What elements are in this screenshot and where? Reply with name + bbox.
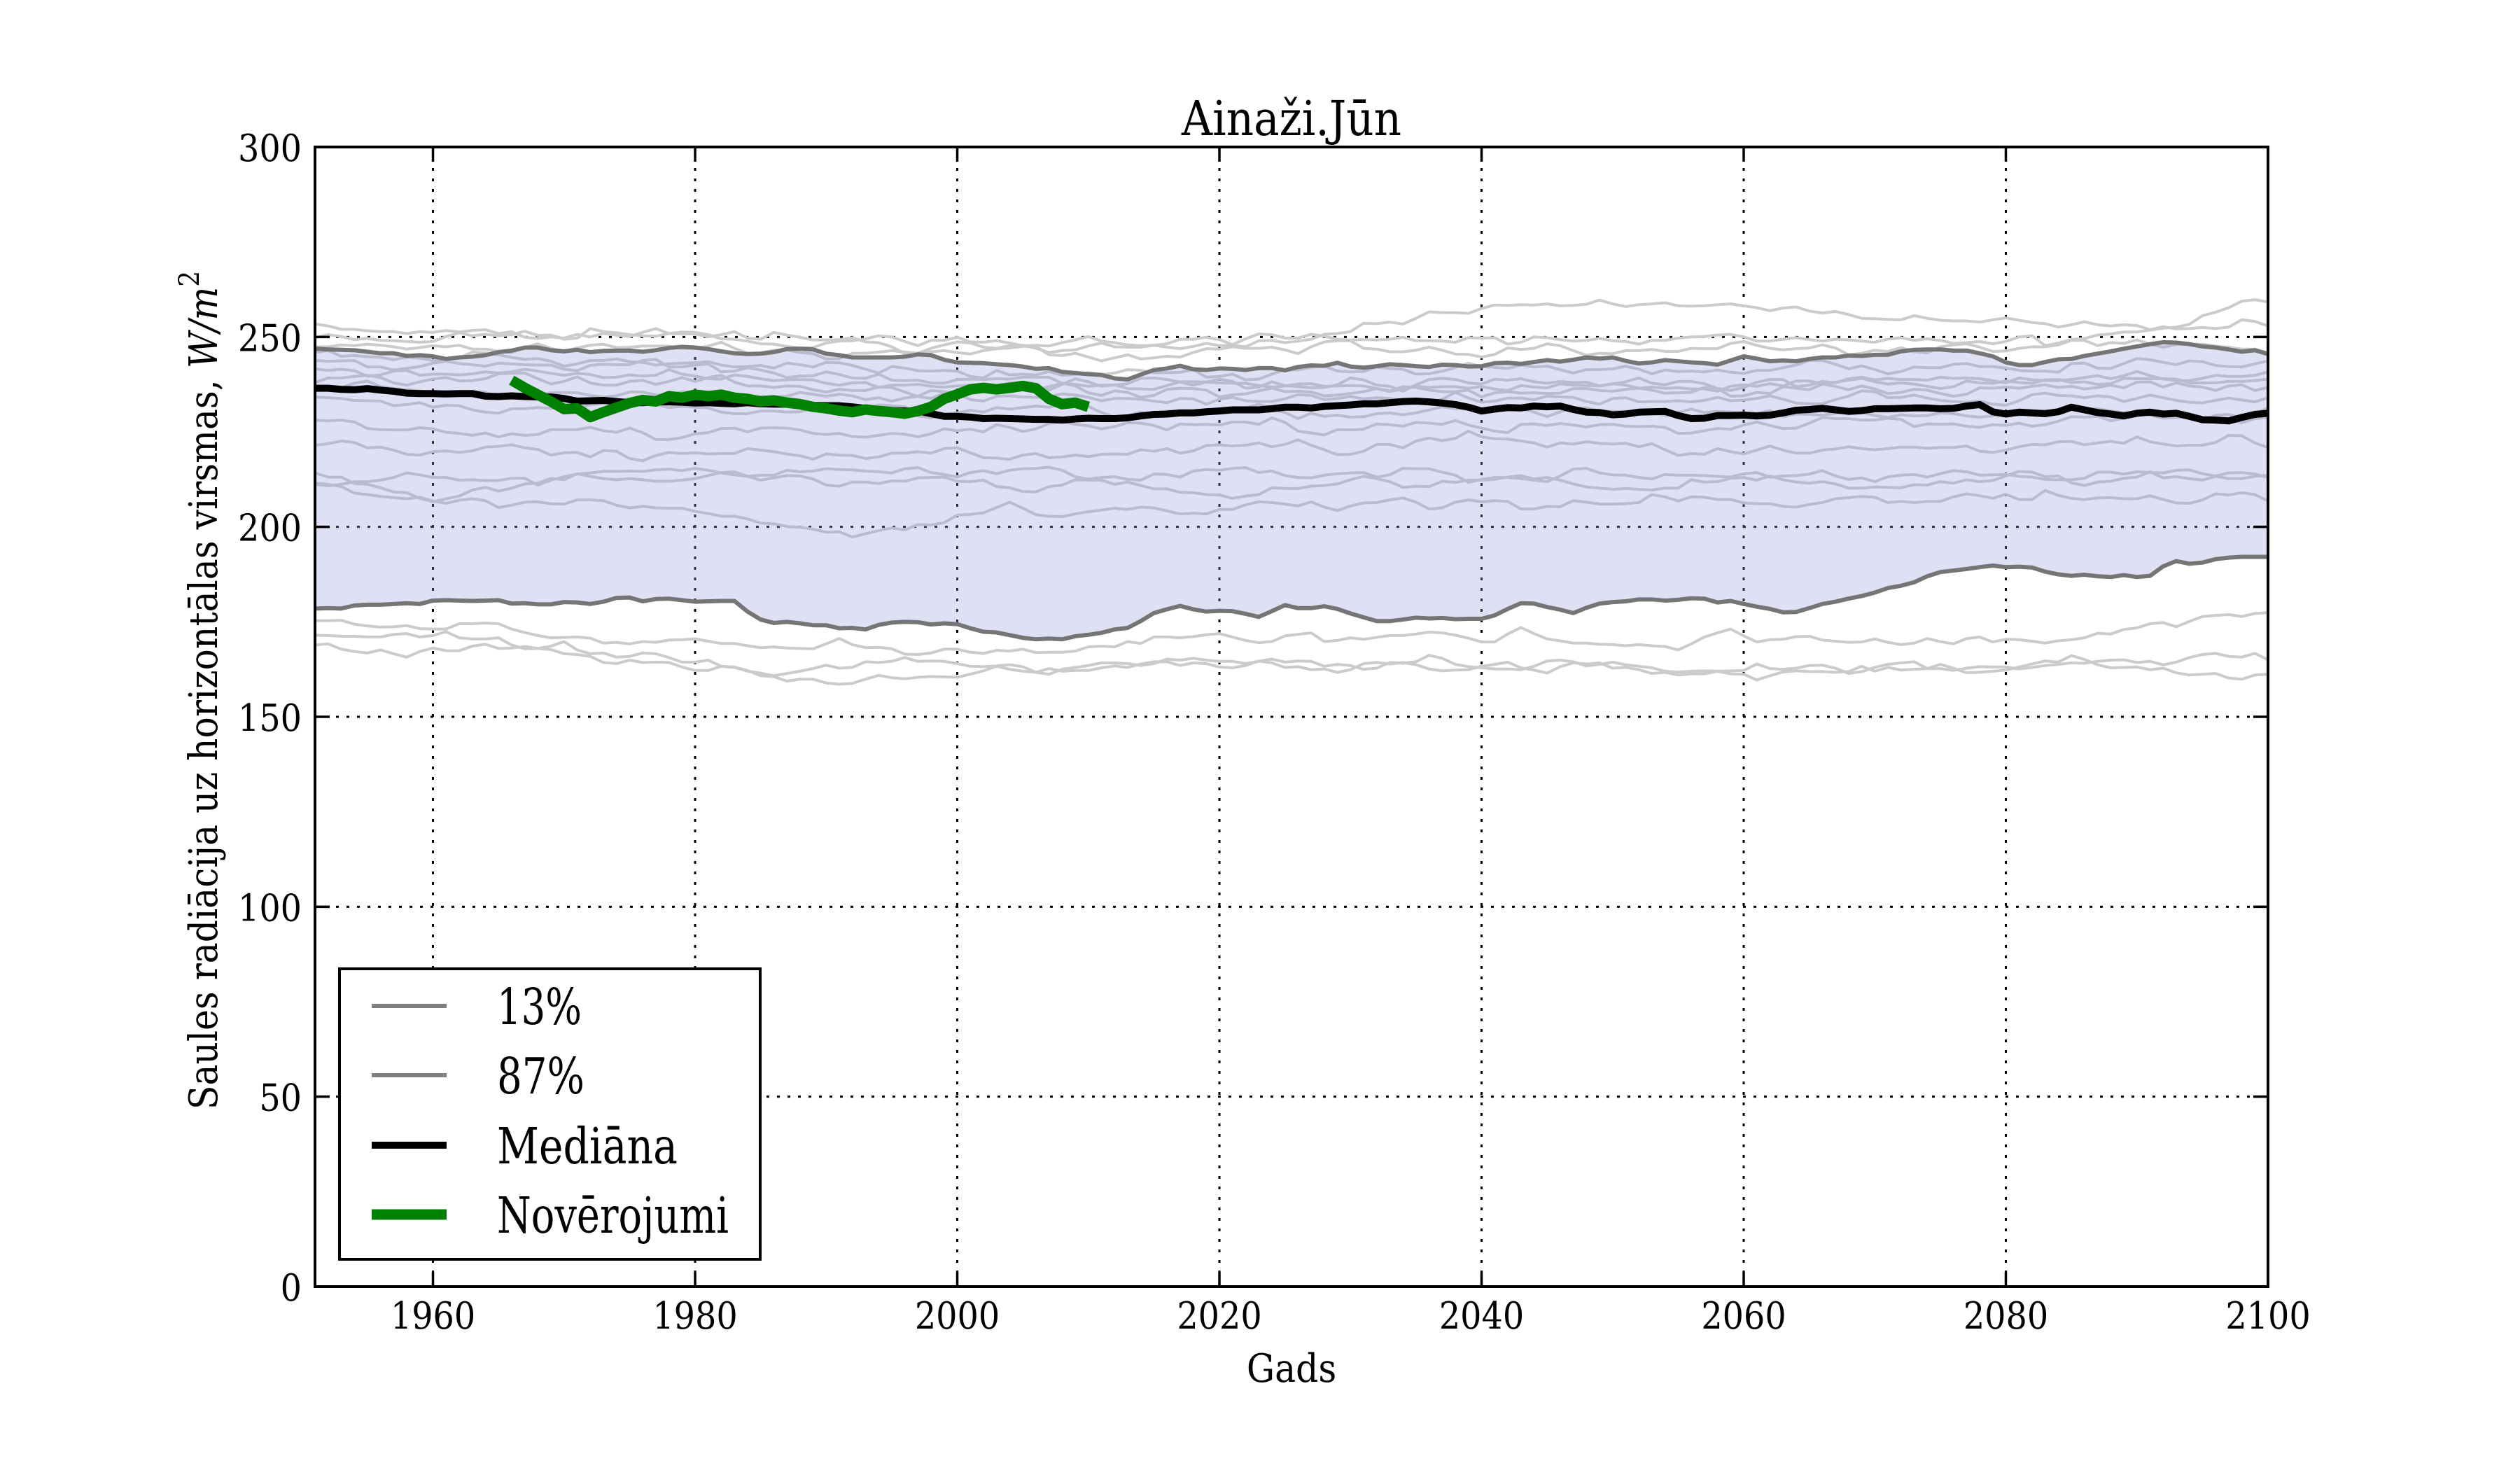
x-tick-label-2000: 2000 [915,1295,1000,1338]
percentile-band [315,342,2268,640]
ensemble-line-12 [314,470,2269,503]
y-axis-label-text: Saules radiācija uz horizontālas virsmas… [181,368,227,1110]
legend-label-87pct: 87% [497,1047,584,1105]
ensemble-line-8 [314,379,2269,407]
x-axis-label: Gads [1247,1346,1336,1392]
ensemble-line-3 [315,338,2269,363]
plot-frame: 1960 1980 2000 2020 2040 2060 2080 2100 0 50 100 15… [238,127,2311,1338]
percentile-87-line [314,340,2269,382]
y-tick-label-300: 300 [238,127,302,170]
ensemble-line-2 [314,298,2269,350]
ensemble-line-14 [314,482,2269,539]
y-axis-label-sup: 2 [174,271,206,287]
x-tick-label-2040: 2040 [1439,1295,1524,1338]
chart-title: Ainaži.Jūn [1181,92,1401,147]
x-tick-label-1980: 1980 [652,1295,737,1338]
ensemble-line-16 [314,630,2269,682]
ensemble-line-1 [314,298,2269,356]
legend: 13% 87% Mediāna Novērojumi [338,967,762,1261]
plot-series [314,298,2269,686]
ensemble-line-11 [314,429,2269,463]
x-tick-label-2020: 2020 [1177,1295,1261,1338]
legend-label-mediana: Mediāna [497,1117,678,1175]
ensemble-line-6 [314,367,2269,393]
x-tick-label-2080: 2080 [1963,1295,2048,1338]
y-tick-label-50: 50 [259,1077,302,1120]
ensemble-line-13 [314,465,2269,488]
y-tick-label-100: 100 [238,887,302,930]
ensemble-line-15 [315,611,2269,657]
y-tick-label-150: 150 [238,697,302,740]
x-tick-label-2060: 2060 [1701,1295,1786,1338]
ensemble-line-17 [314,642,2269,686]
y-axis-label: Saules radiācija uz horizontālas virsmas… [174,271,227,1110]
y-tick-label-250: 250 [238,317,302,360]
legend-label-noverojumi: Novērojumi [497,1186,729,1245]
percentile-13-line [314,554,2268,642]
x-tick-label-1960: 1960 [391,1295,475,1338]
legend-label-13pct: 13% [497,978,582,1036]
y-tick-label-0: 0 [281,1267,302,1310]
ensemble-line-10 [314,411,2269,441]
y-tick-label-200: 200 [238,507,302,550]
y-axis-label-math: W/m [181,287,227,369]
ensemble-line-7 [314,371,2269,400]
x-tick-label-2100: 2100 [2225,1295,2310,1338]
observations-line [509,375,1091,423]
